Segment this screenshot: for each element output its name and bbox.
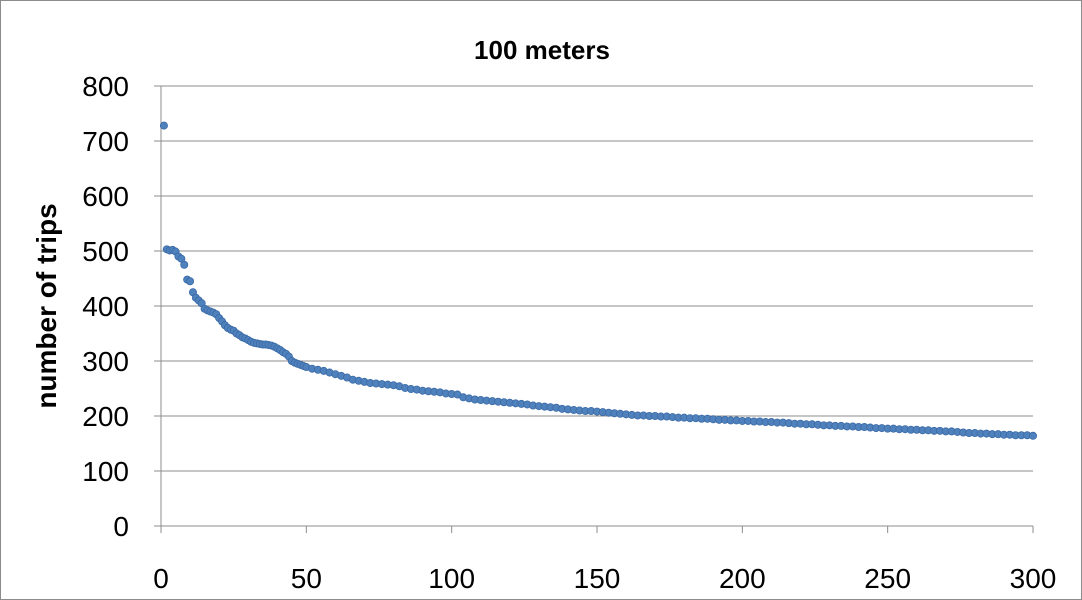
y-tick-label-600: 600 <box>82 181 129 212</box>
y-axis-title: number of trips <box>31 203 62 408</box>
y-tick-label-100: 100 <box>82 456 129 487</box>
y-tick-label-800: 800 <box>82 71 129 102</box>
data-point <box>186 277 195 286</box>
data-points <box>159 121 1038 440</box>
y-tick-label-700: 700 <box>82 126 129 157</box>
tick-labels: 0 100 200 300 400 500 600 700 800 0 50 100 150 200 250… <box>82 71 1056 594</box>
gridlines <box>161 85 1033 472</box>
x-tick-label-0: 0 <box>153 563 169 594</box>
x-tick-label-300: 300 <box>1010 563 1057 594</box>
y-tick-label-400: 400 <box>82 291 129 322</box>
data-point <box>1029 431 1038 440</box>
y-tick-label-300: 300 <box>82 346 129 377</box>
x-tick-label-250: 250 <box>864 563 911 594</box>
x-tick-label-150: 150 <box>574 563 621 594</box>
y-tick-label-500: 500 <box>82 236 129 267</box>
axes <box>154 85 1034 533</box>
x-tick-label-50: 50 <box>291 563 322 594</box>
y-tick-label-0: 0 <box>113 511 129 542</box>
chart-title: 100 meters <box>474 35 610 65</box>
x-tick-label-200: 200 <box>719 563 766 594</box>
data-point <box>180 260 189 269</box>
y-tick-label-200: 200 <box>82 401 129 432</box>
x-tick-label-100: 100 <box>428 563 475 594</box>
data-point <box>159 121 168 130</box>
